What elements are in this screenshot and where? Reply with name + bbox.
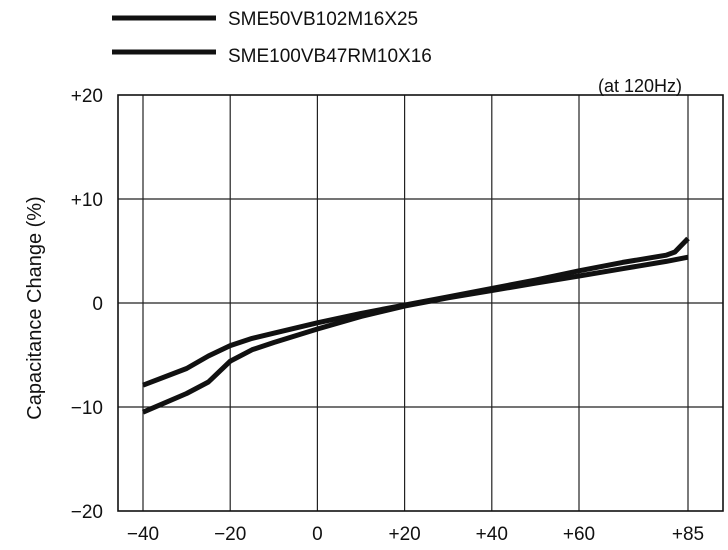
y-tick-label: −20 (71, 502, 103, 523)
x-tick-label: 0 (312, 524, 323, 545)
frequency-note: (at 120Hz) (598, 76, 682, 96)
series-lines (142, 236, 690, 415)
legend-label-series-2: SME100VB47RM10X16 (228, 46, 432, 67)
x-axis-ticks: −40 −20 0 +20 +40 +60 +85 (127, 524, 704, 545)
x-tick-label: +60 (563, 524, 595, 545)
x-tick-label: −40 (127, 524, 159, 545)
x-tick-label: +40 (476, 524, 508, 545)
y-axis-ticks: +20 +10 0 −10 −20 (71, 86, 103, 523)
x-tick-label: +85 (672, 524, 704, 545)
x-tick-label: −20 (214, 524, 246, 545)
y-tick-label: +20 (71, 86, 103, 107)
y-tick-label: −10 (71, 398, 103, 419)
x-tick-label: +20 (388, 524, 420, 545)
y-axis-label: Capacitance Change (%) (24, 196, 46, 419)
series-line-2 (142, 254, 689, 415)
legend: SME50VB102M16X25 SME100VB47RM10X16 (112, 9, 432, 67)
y-tick-label: 0 (92, 294, 103, 315)
y-tick-label: +10 (71, 190, 103, 211)
plot-area-frame (117, 94, 724, 512)
legend-label-series-1: SME50VB102M16X25 (228, 9, 418, 30)
